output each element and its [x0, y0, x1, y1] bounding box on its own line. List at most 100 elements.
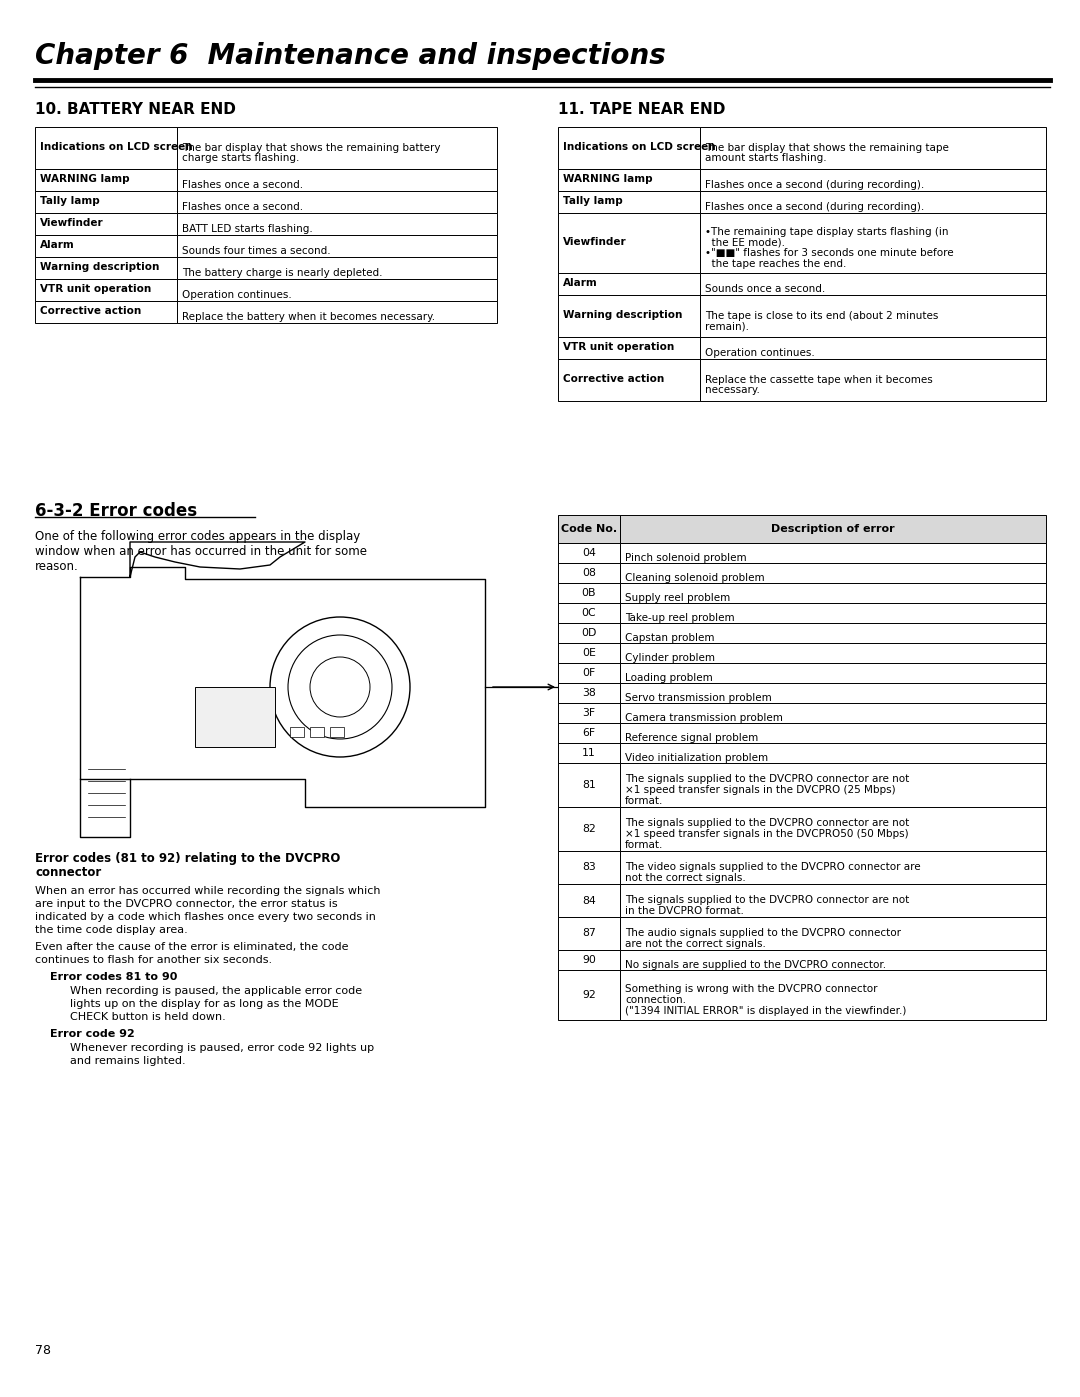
Text: CHECK button is held down.: CHECK button is held down.: [70, 1011, 226, 1023]
Text: 84: 84: [582, 895, 596, 905]
Text: 0B: 0B: [582, 588, 596, 598]
Text: Supply reel problem: Supply reel problem: [625, 592, 730, 604]
Bar: [620, 515, 1047, 543]
Text: 04: 04: [582, 548, 596, 557]
Text: BATT LED starts flashing.: BATT LED starts flashing.: [183, 224, 313, 235]
Bar: [558, 563, 620, 583]
Text: amount starts flashing.: amount starts flashing.: [705, 154, 826, 163]
Bar: [35, 279, 177, 300]
Text: Servo transmission problem: Servo transmission problem: [625, 693, 772, 703]
Text: Camera transmission problem: Camera transmission problem: [625, 712, 783, 724]
Bar: [620, 763, 1047, 807]
Bar: [700, 337, 1047, 359]
Text: When an error has occurred while recording the signals which: When an error has occurred while recordi…: [35, 886, 380, 895]
Text: Indications on LCD screen: Indications on LCD screen: [40, 142, 192, 152]
Text: Whenever recording is paused, error code 92 lights up: Whenever recording is paused, error code…: [70, 1044, 374, 1053]
Text: connection.: connection.: [625, 995, 686, 1004]
Bar: [177, 300, 497, 323]
Bar: [558, 683, 620, 703]
Text: Corrective action: Corrective action: [40, 306, 141, 316]
Text: Cylinder problem: Cylinder problem: [625, 652, 715, 664]
Bar: [35, 257, 177, 279]
Text: The bar display that shows the remaining battery: The bar display that shows the remaining…: [183, 142, 441, 152]
Text: Flashes once a second (during recording).: Flashes once a second (during recording)…: [705, 203, 924, 212]
Text: 11. TAPE NEAR END: 11. TAPE NEAR END: [558, 102, 726, 117]
Text: 78: 78: [35, 1344, 51, 1356]
Text: Tally lamp: Tally lamp: [563, 196, 623, 205]
Bar: [558, 604, 620, 623]
Bar: [700, 272, 1047, 295]
Bar: [700, 295, 1047, 337]
Text: remain).: remain).: [705, 321, 750, 331]
Bar: [558, 127, 700, 169]
Text: 0D: 0D: [581, 629, 596, 638]
Bar: [620, 604, 1047, 623]
Bar: [700, 169, 1047, 191]
Text: The signals supplied to the DVCPRO connector are not: The signals supplied to the DVCPRO conne…: [625, 774, 909, 784]
Bar: [558, 212, 700, 272]
Text: Warning description: Warning description: [40, 263, 160, 272]
Bar: [700, 127, 1047, 169]
Text: Sounds four times a second.: Sounds four times a second.: [183, 246, 330, 256]
Bar: [620, 703, 1047, 724]
Text: Code No.: Code No.: [561, 524, 617, 534]
Text: 83: 83: [582, 862, 596, 873]
Bar: [620, 543, 1047, 563]
Text: Flashes once a second.: Flashes once a second.: [183, 180, 303, 190]
Text: Tally lamp: Tally lamp: [40, 196, 99, 205]
Text: connector: connector: [35, 866, 102, 879]
Text: indicated by a code which flashes once every two seconds in: indicated by a code which flashes once e…: [35, 912, 376, 922]
Bar: [177, 235, 497, 257]
Bar: [620, 916, 1047, 950]
Bar: [35, 127, 177, 169]
Text: WARNING lamp: WARNING lamp: [563, 175, 652, 184]
Text: 87: 87: [582, 929, 596, 939]
Bar: [558, 950, 620, 970]
Text: Loading problem: Loading problem: [625, 673, 713, 683]
Text: The video signals supplied to the DVCPRO connector are: The video signals supplied to the DVCPRO…: [625, 862, 920, 872]
Bar: [700, 212, 1047, 272]
Text: Reference signal problem: Reference signal problem: [625, 733, 758, 743]
Text: Description of error: Description of error: [771, 524, 895, 534]
Bar: [177, 169, 497, 191]
Text: Operation continues.: Operation continues.: [183, 291, 292, 300]
Bar: [177, 191, 497, 212]
Text: •"■■" flashes for 3 seconds one minute before: •"■■" flashes for 3 seconds one minute b…: [705, 249, 954, 258]
Bar: [558, 970, 620, 1020]
Text: Replace the cassette tape when it becomes: Replace the cassette tape when it become…: [705, 374, 933, 384]
Bar: [558, 337, 700, 359]
Text: Error code 92: Error code 92: [50, 1030, 135, 1039]
Text: 6F: 6F: [582, 728, 595, 738]
Bar: [620, 563, 1047, 583]
Bar: [558, 916, 620, 950]
Text: Chapter 6  Maintenance and inspections: Chapter 6 Maintenance and inspections: [35, 42, 665, 70]
Text: the time code display area.: the time code display area.: [35, 925, 188, 935]
Text: 82: 82: [582, 824, 596, 834]
Text: lights up on the display for as long as the MODE: lights up on the display for as long as …: [70, 999, 339, 1009]
Text: Operation continues.: Operation continues.: [705, 348, 814, 358]
Bar: [195, 687, 275, 747]
Text: No signals are supplied to the DVCPRO connector.: No signals are supplied to the DVCPRO co…: [625, 960, 886, 970]
Text: format.: format.: [625, 796, 663, 806]
Text: Viewfinder: Viewfinder: [40, 218, 104, 228]
Bar: [620, 950, 1047, 970]
Text: reason.: reason.: [35, 560, 79, 573]
Bar: [35, 191, 177, 212]
Bar: [35, 169, 177, 191]
Text: The bar display that shows the remaining tape: The bar display that shows the remaining…: [705, 142, 949, 152]
Bar: [330, 726, 345, 738]
Text: Something is wrong with the DVCPRO connector: Something is wrong with the DVCPRO conne…: [625, 983, 877, 993]
Text: ("1394 INITIAL ERROR" is displayed in the viewfinder.): ("1394 INITIAL ERROR" is displayed in th…: [625, 1006, 906, 1016]
Bar: [558, 643, 620, 664]
Text: Viewfinder: Viewfinder: [563, 237, 626, 247]
Bar: [35, 212, 177, 235]
Bar: [558, 359, 700, 401]
Text: The signals supplied to the DVCPRO connector are not: The signals supplied to the DVCPRO conne…: [625, 895, 909, 905]
Text: 0F: 0F: [582, 668, 596, 678]
Text: Alarm: Alarm: [563, 278, 597, 288]
Text: Corrective action: Corrective action: [563, 374, 664, 384]
Bar: [558, 169, 700, 191]
Bar: [291, 726, 303, 738]
Text: are not the correct signals.: are not the correct signals.: [625, 939, 766, 949]
Bar: [558, 543, 620, 563]
